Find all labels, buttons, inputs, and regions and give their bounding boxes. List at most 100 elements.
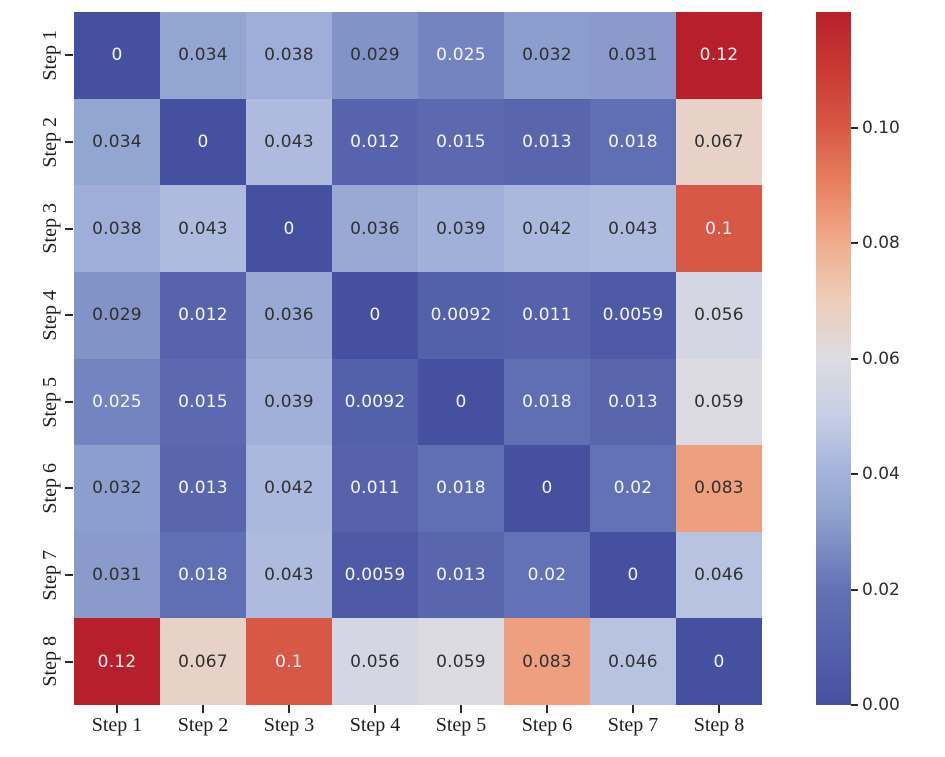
heatmap-cell: 0 — [676, 618, 762, 705]
heatmap-cell: 0.083 — [504, 618, 590, 705]
heatmap-cell: 0.0059 — [332, 531, 418, 619]
cell-value-label: 0.043 — [264, 565, 314, 586]
x-tick-label: Step 4 — [349, 714, 401, 736]
colorbar-tick-label: 0.00 — [862, 695, 900, 715]
colorbar-tick-mark — [851, 704, 858, 706]
cell-value-label: 0.011 — [522, 305, 572, 326]
x-tick-label: Step 6 — [521, 714, 573, 736]
cell-value-label: 0.043 — [608, 218, 658, 239]
heatmap-cell: 0.046 — [590, 618, 676, 705]
heatmap-cell: 0.039 — [418, 185, 504, 272]
heatmap-cell: 0.034 — [74, 98, 160, 186]
x-tick-label: Step 7 — [607, 714, 659, 736]
cell-value-label: 0.046 — [608, 651, 658, 672]
cell-value-label: 0.059 — [694, 391, 744, 412]
heatmap-cell: 0.018 — [590, 98, 676, 186]
cell-value-label: 0 — [455, 391, 467, 412]
cell-value-label: 0.038 — [92, 218, 142, 239]
heatmap-cell: 0.013 — [160, 445, 246, 532]
x-tick-label: Step 1 — [91, 714, 143, 736]
heatmap-cell: 0.043 — [246, 98, 332, 186]
heatmap-cell: 0.083 — [676, 445, 762, 532]
heatmap-cell: 0 — [504, 445, 590, 532]
heatmap-cell: 0.039 — [246, 358, 332, 446]
heatmap-cell: 0.02 — [590, 445, 676, 532]
cell-value-label: 0.067 — [178, 651, 228, 672]
heatmap-cell: 0 — [418, 358, 504, 446]
cell-value-label: 0.025 — [436, 45, 486, 66]
y-tick-label: Step 3 — [6, 185, 62, 272]
heatmap-cell: 0.034 — [160, 12, 246, 99]
cell-value-label: 0.083 — [522, 651, 572, 672]
heatmap-cell: 0.12 — [676, 12, 762, 99]
y-axis-tick-mark — [65, 660, 73, 663]
y-tick-label: Step 8 — [6, 618, 62, 705]
heatmap-cell: 0.038 — [246, 12, 332, 99]
heatmap-cell: 0 — [74, 12, 160, 99]
x-axis-tick-mark — [546, 705, 548, 713]
heatmap-cell: 0.029 — [74, 271, 160, 359]
cell-value-label: 0 — [541, 478, 553, 499]
y-tick-label: Step 7 — [6, 532, 62, 619]
heatmap-cell: 0.032 — [504, 12, 590, 99]
heatmap-cell: 0.015 — [160, 358, 246, 446]
cell-value-label: 0.029 — [350, 45, 400, 66]
cell-value-label: 0.015 — [436, 131, 486, 152]
cell-value-label: 0.013 — [436, 565, 486, 586]
cell-value-label: 0.067 — [694, 131, 744, 152]
y-axis-tick-mark — [65, 54, 73, 57]
heatmap-cell: 0 — [160, 98, 246, 186]
x-axis-tick-mark — [202, 705, 204, 713]
y-tick-label-text: Step 1 — [39, 30, 61, 81]
cell-value-label: 0 — [369, 305, 381, 326]
colorbar-tick-mark — [851, 473, 858, 475]
x-tick-label: Step 8 — [693, 714, 745, 736]
cell-value-label: 0.046 — [694, 565, 744, 586]
heatmap-cell: 0.013 — [590, 358, 676, 446]
cell-value-label: 0.018 — [608, 131, 658, 152]
heatmap-cell: 0.031 — [74, 531, 160, 619]
heatmap-cell: 0.018 — [504, 358, 590, 446]
cell-value-label: 0.029 — [92, 305, 142, 326]
heatmap-cell: 0.043 — [160, 185, 246, 272]
heatmap-cell: 0.018 — [160, 531, 246, 619]
heatmap-cell: 0.038 — [74, 185, 160, 272]
cell-value-label: 0.032 — [522, 45, 572, 66]
heatmap-cell: 0.046 — [676, 531, 762, 619]
heatmap-cell: 0.032 — [74, 445, 160, 532]
y-tick-label-text: Step 2 — [39, 116, 61, 168]
y-tick-label: Step 4 — [6, 272, 62, 359]
cell-value-label: 0.036 — [264, 305, 314, 326]
cell-value-label: 0.018 — [178, 565, 228, 586]
heatmap-cell: 0.12 — [74, 618, 160, 705]
heatmap-cell: 0.011 — [332, 445, 418, 532]
colorbar-tick-mark — [851, 588, 858, 591]
heatmap-cell: 0.056 — [676, 271, 762, 359]
y-tick-label-text: Step 3 — [39, 203, 61, 254]
colorbar-tick-label: 0.02 — [862, 579, 900, 600]
heatmap-cell: 0.011 — [504, 271, 590, 359]
y-tick-label: Step 1 — [6, 12, 62, 99]
x-axis-tick-mark — [116, 705, 118, 713]
x-axis-tick-mark — [374, 705, 376, 713]
cell-value-label: 0.083 — [694, 478, 744, 499]
x-axis-tick-mark — [288, 705, 290, 713]
heatmap-cell: 0.013 — [504, 98, 590, 186]
heatmap-cell: 0.025 — [418, 12, 504, 99]
heatmap-cell: 0.0059 — [590, 271, 676, 359]
cell-value-label: 0.042 — [522, 218, 572, 239]
heatmap-cell: 0.059 — [676, 358, 762, 446]
cell-value-label: 0.039 — [264, 391, 314, 412]
heatmap-cell: 0.059 — [418, 618, 504, 705]
cell-value-label: 0 — [627, 565, 639, 586]
cell-value-label: 0.032 — [92, 478, 142, 499]
heatmap-cell: 0.043 — [246, 531, 332, 619]
heatmap-cell: 0 — [246, 185, 332, 272]
cell-value-label: 0.034 — [92, 131, 142, 152]
heatmap-cell: 0.067 — [160, 618, 246, 705]
heatmap-grid: 0 0.034 0.038 0.029 0.025 0.032 0.031 0.12 0.034… — [74, 12, 762, 705]
heatmap-cell: 0.029 — [332, 12, 418, 99]
cell-value-label: 0.012 — [350, 131, 400, 152]
heatmap-cell: 0.012 — [160, 271, 246, 359]
